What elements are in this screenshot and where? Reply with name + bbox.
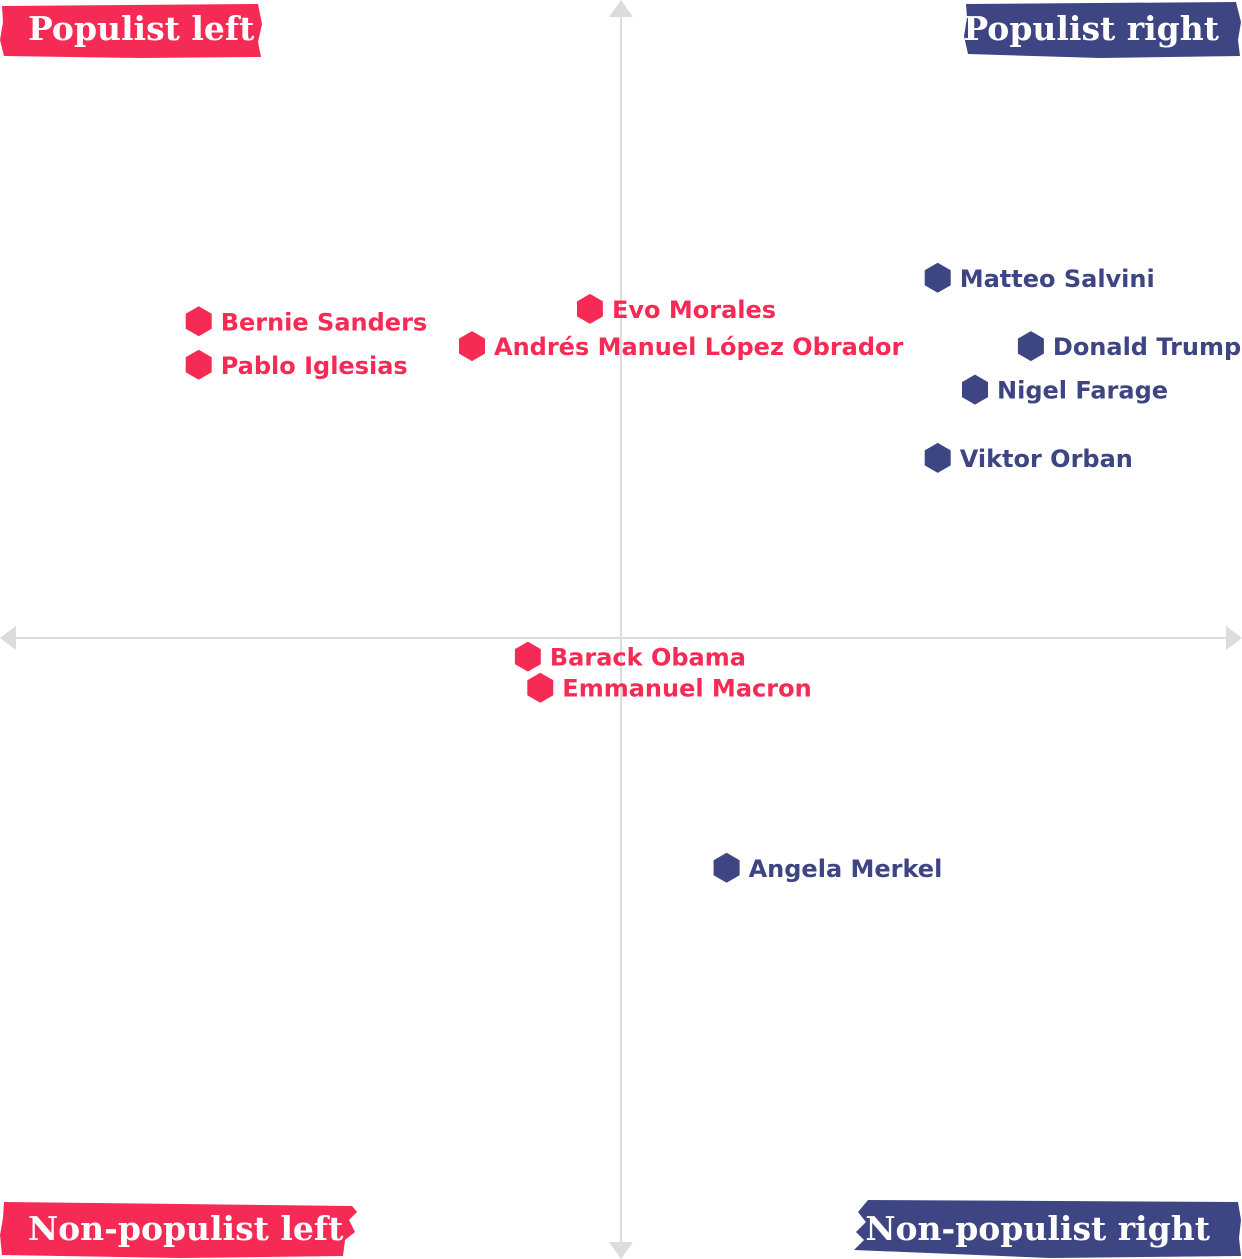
data-point-label: Angela Merkel [749, 855, 943, 883]
hexagon-marker-icon [1017, 331, 1044, 362]
data-point-donald-trump: Donald Trump [1017, 331, 1241, 362]
quadrant-label-top-right: Populist right [963, 2, 1241, 58]
brush-stroke-top-left [0, 4, 262, 58]
brush-stroke-bottom-left [0, 1202, 357, 1258]
data-point-matteo-salvini: Matteo Salvini [924, 262, 1155, 293]
quadrant-label-bottom-right: Non-populist right [854, 1200, 1241, 1258]
quadrant-label-non-populist-left: Non-populist left [28, 1209, 344, 1248]
hexagon-marker-icon [459, 331, 485, 362]
data-point-barack-obama: Barack Obama [514, 641, 746, 672]
arrow-right-icon [1226, 626, 1242, 650]
data-points: Matteo Salvini Evo Morales Bernie Sanders A… [185, 262, 1241, 883]
quadrant-label-top-left: Populist left [0, 4, 262, 58]
quadrant-label-bottom-left: Non-populist left [0, 1202, 357, 1258]
data-point-label: Pablo Iglesias [221, 352, 408, 380]
data-point-angela-merkel: Angela Merkel [713, 852, 943, 883]
data-point-viktor-orban: Viktor Orban [924, 442, 1133, 473]
hexagon-marker-icon [185, 306, 212, 337]
data-point-andres-manuel-lopez-obrador: Andrés Manuel López Obrador [459, 331, 904, 362]
hexagon-marker-icon [924, 262, 951, 293]
data-point-emmanuel-macron: Emmanuel Macron [527, 672, 812, 703]
data-point-bernie-sanders: Bernie Sanders [185, 306, 428, 337]
data-point-nigel-farage: Nigel Farage [962, 374, 1168, 405]
hexagon-marker-icon [527, 672, 554, 703]
data-point-label: Emmanuel Macron [562, 675, 811, 703]
quadrant-label-non-populist-right: Non-populist right [865, 1209, 1210, 1248]
arrow-left-icon [0, 626, 16, 650]
hexagon-marker-icon [962, 374, 988, 405]
data-point-label: Nigel Farage [997, 377, 1168, 405]
quadrant-label-populist-right: Populist right [963, 9, 1219, 48]
quadrant-label-populist-left: Populist left [28, 9, 255, 48]
hexagon-marker-icon [924, 442, 951, 473]
brush-stroke-top-right [964, 2, 1241, 58]
data-point-evo-morales: Evo Morales [577, 293, 776, 324]
hexagon-marker-icon [514, 641, 541, 672]
data-point-label: Matteo Salvini [960, 265, 1155, 293]
hexagon-marker-icon [713, 852, 740, 883]
hexagon-marker-icon [185, 349, 212, 380]
data-point-label: Donald Trump [1053, 333, 1241, 361]
data-point-label: Andrés Manuel López Obrador [494, 333, 904, 361]
data-point-label: Viktor Orban [960, 445, 1133, 473]
brush-stroke-bottom-right [854, 1200, 1241, 1258]
data-point-label: Barack Obama [550, 644, 746, 672]
data-point-pablo-iglesias: Pablo Iglesias [185, 349, 408, 380]
data-point-label: Bernie Sanders [221, 308, 428, 336]
arrow-down-icon [609, 1242, 633, 1259]
data-point-label: Evo Morales [612, 296, 776, 324]
hexagon-marker-icon [577, 293, 603, 324]
arrow-up-icon [609, 0, 633, 17]
